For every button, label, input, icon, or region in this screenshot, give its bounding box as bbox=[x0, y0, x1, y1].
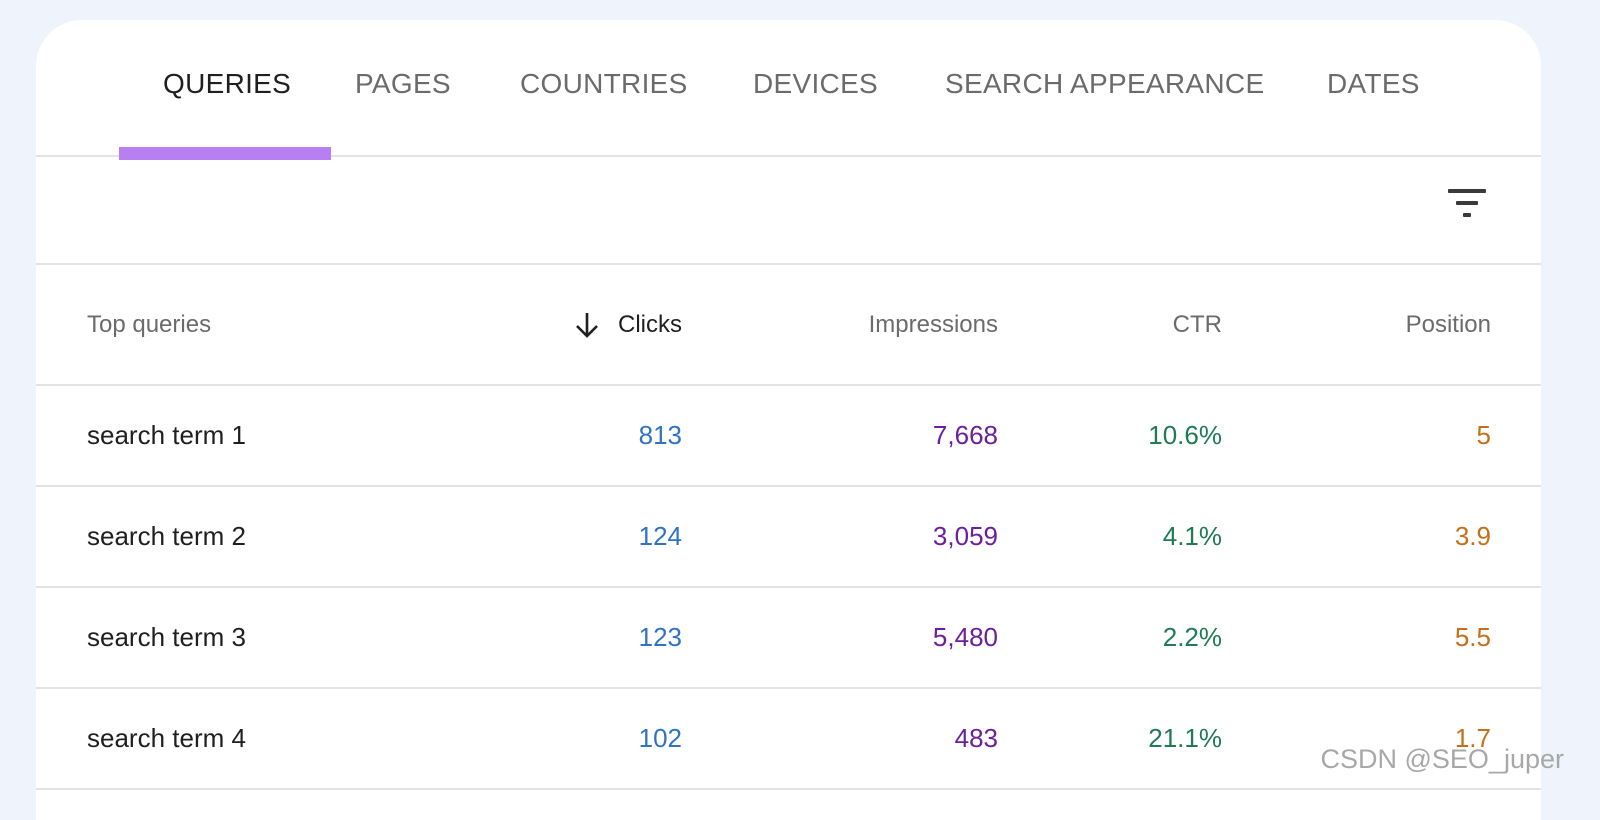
clicks-cell: 102 bbox=[638, 723, 682, 753]
clicks-cell: 123 bbox=[638, 622, 682, 652]
ctr-cell: 2.2% bbox=[1162, 622, 1222, 652]
impressions-cell: 483 bbox=[954, 723, 998, 753]
tab-queries[interactable]: QUERIES bbox=[163, 68, 292, 99]
ctr-cell: 10.6% bbox=[1148, 420, 1222, 450]
table-row[interactable]: search term 1 813 7,668 10.6% 5 bbox=[36, 386, 1541, 487]
position-cell: 5 bbox=[1476, 420, 1491, 450]
impressions-cell: 5,480 bbox=[932, 622, 998, 652]
clicks-cell: 124 bbox=[638, 521, 682, 551]
tab-countries[interactable]: COUNTRIES bbox=[520, 68, 688, 99]
table-header-row: Top queries Clicks Impressions CTR Posit… bbox=[36, 265, 1541, 386]
column-header-impressions[interactable]: Impressions bbox=[868, 310, 998, 338]
queries-table: Top queries Clicks Impressions CTR Posit… bbox=[36, 265, 1541, 790]
query-cell: search term 4 bbox=[87, 723, 246, 753]
position-cell: 3.9 bbox=[1454, 521, 1491, 551]
table-row[interactable]: search term 2 124 3,059 4.1% 3.9 bbox=[36, 487, 1541, 588]
column-header-top-queries[interactable]: Top queries bbox=[87, 310, 212, 338]
performance-card: QUERIES PAGES COUNTRIES DEVICES SEARCH A… bbox=[36, 20, 1541, 820]
table-row[interactable]: search term 4 102 483 21.1% 1.7 bbox=[36, 689, 1541, 790]
column-header-ctr[interactable]: CTR bbox=[1172, 310, 1222, 338]
query-cell: search term 1 bbox=[87, 420, 246, 450]
tab-pages[interactable]: PAGES bbox=[355, 68, 451, 99]
column-header-position[interactable]: Position bbox=[1405, 310, 1491, 338]
ctr-cell: 4.1% bbox=[1162, 521, 1222, 551]
watermark-text: CSDN @SEO_juper bbox=[1320, 744, 1565, 774]
report-tabs: QUERIES PAGES COUNTRIES DEVICES SEARCH A… bbox=[36, 20, 1541, 160]
impressions-cell: 7,668 bbox=[932, 420, 998, 450]
column-header-clicks[interactable]: Clicks bbox=[574, 265, 682, 384]
tab-devices[interactable]: DEVICES bbox=[753, 68, 879, 99]
tab-search-appearance[interactable]: SEARCH APPEARANCE bbox=[945, 68, 1265, 99]
ctr-cell: 21.1% bbox=[1148, 723, 1222, 753]
clicks-cell: 813 bbox=[638, 420, 682, 450]
active-tab-indicator bbox=[119, 147, 331, 160]
arrow-down-icon bbox=[576, 312, 598, 338]
query-cell: search term 2 bbox=[87, 521, 246, 551]
filter-list-icon[interactable] bbox=[1448, 189, 1492, 223]
position-cell: 1.7 bbox=[1454, 723, 1491, 753]
position-cell: 5.5 bbox=[1454, 622, 1491, 652]
tab-dates[interactable]: DATES bbox=[1327, 68, 1420, 99]
table-row[interactable]: search term 3 123 5,480 2.2% 5.5 bbox=[36, 588, 1541, 689]
table-toolbar bbox=[36, 157, 1541, 265]
impressions-cell: 3,059 bbox=[932, 521, 998, 551]
query-cell: search term 3 bbox=[87, 622, 246, 652]
clicks-header-label: Clicks bbox=[618, 310, 682, 338]
